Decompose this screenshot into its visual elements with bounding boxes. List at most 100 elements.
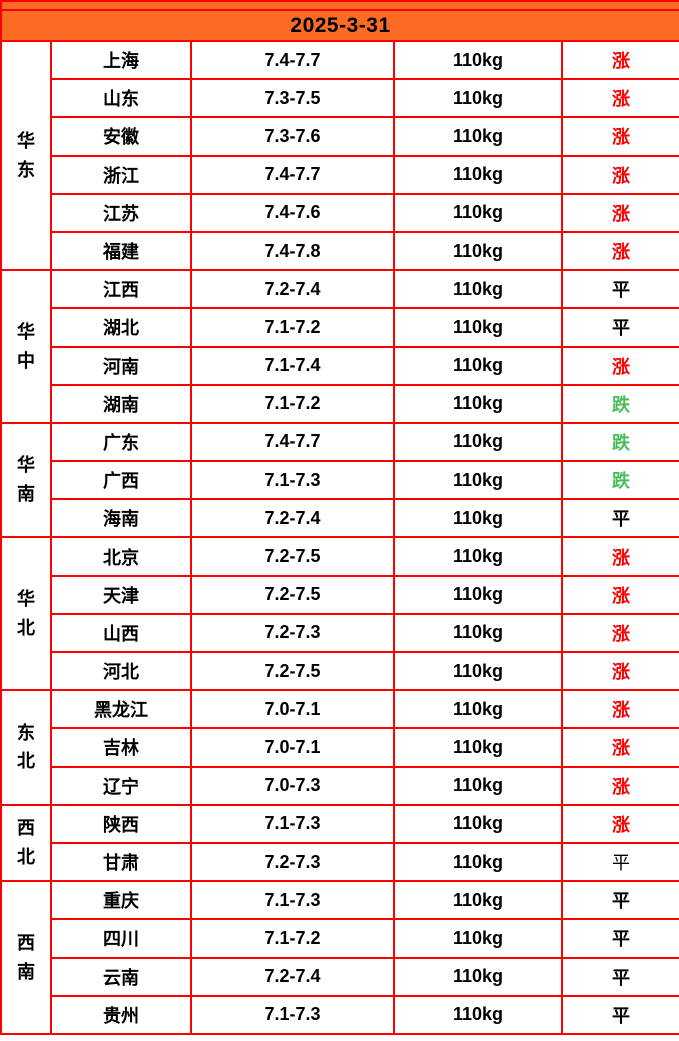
region-cell: 西南 bbox=[0, 880, 52, 1035]
table-row: 福建 7.4-7.8 110kg 涨 bbox=[1, 230, 679, 272]
table-row: 东北 黑龙江 7.0-7.1 110kg 涨 bbox=[0, 689, 679, 806]
status-cell: 跌 bbox=[560, 421, 679, 463]
status-cell: 涨 bbox=[560, 192, 679, 233]
price-cell: 7.2-7.4 bbox=[190, 269, 395, 310]
price-cell: 7.2-7.3 bbox=[190, 841, 395, 883]
region-cell: 东北 bbox=[0, 689, 52, 806]
weight-cell: 110kg bbox=[393, 345, 563, 386]
weight-cell: 110kg bbox=[393, 803, 563, 844]
weight-cell: 110kg bbox=[393, 841, 563, 883]
weight-cell: 110kg bbox=[393, 612, 563, 654]
table-row: 甘肃 7.2-7.3 110kg 平 bbox=[1, 841, 679, 883]
region-label: 西北 bbox=[17, 818, 35, 867]
table-row: 西北 陕西 7.1-7.3 110kg 涨 bbox=[0, 803, 679, 883]
status-cell: 平 bbox=[560, 956, 679, 997]
status-cell: 涨 bbox=[560, 765, 679, 806]
status-cell: 平 bbox=[560, 994, 679, 1035]
status-cell: 涨 bbox=[560, 727, 679, 768]
province-cell: 甘肃 bbox=[50, 841, 192, 883]
province-cell: 山东 bbox=[50, 78, 192, 119]
status-cell: 涨 bbox=[560, 230, 679, 272]
province-cell: 湖南 bbox=[50, 383, 192, 424]
status-cell: 平 bbox=[560, 269, 679, 310]
weight-cell: 110kg bbox=[393, 269, 563, 310]
price-cell: 7.4-7.8 bbox=[190, 230, 395, 272]
weight-cell: 110kg bbox=[393, 421, 563, 463]
status-cell: 平 bbox=[560, 918, 679, 959]
province-cell: 吉林 bbox=[50, 727, 192, 768]
status-cell: 跌 bbox=[560, 383, 679, 424]
province-cell: 贵州 bbox=[50, 994, 192, 1035]
province-cell: 湖北 bbox=[50, 307, 192, 348]
status-cell: 平 bbox=[560, 307, 679, 348]
province-cell: 福建 bbox=[50, 230, 192, 272]
province-cell: 河南 bbox=[50, 345, 192, 386]
price-cell: 7.3-7.5 bbox=[190, 78, 395, 119]
table-row: 华东 上海 7.4-7.7 110kg 涨 bbox=[0, 39, 679, 272]
status-cell: 涨 bbox=[560, 78, 679, 119]
region-label: 华南 bbox=[17, 455, 35, 505]
province-cell: 辽宁 bbox=[50, 765, 192, 806]
table-row: 江苏 7.4-7.6 110kg 涨 bbox=[1, 192, 679, 233]
weight-cell: 110kg bbox=[393, 918, 563, 959]
price-cell: 7.1-7.4 bbox=[190, 345, 395, 386]
status-cell: 涨 bbox=[560, 116, 679, 157]
region-cell: 华中 bbox=[0, 269, 52, 424]
status-cell: 涨 bbox=[560, 803, 679, 844]
price-cell: 7.1-7.3 bbox=[190, 460, 395, 501]
price-cell: 7.0-7.3 bbox=[190, 765, 395, 806]
status-cell: 涨 bbox=[560, 612, 679, 654]
status-cell: 涨 bbox=[560, 536, 679, 577]
weight-cell: 110kg bbox=[393, 230, 563, 272]
region-label: 华东 bbox=[17, 130, 35, 180]
status-cell: 跌 bbox=[560, 460, 679, 501]
table-row: 华北 北京 7.2-7.5 110kg 涨 bbox=[0, 536, 679, 692]
weight-cell: 110kg bbox=[393, 307, 563, 348]
price-cell: 7.0-7.1 bbox=[190, 689, 395, 730]
region-cell: 华北 bbox=[0, 536, 52, 692]
table-row: 河北 7.2-7.5 110kg 涨 bbox=[1, 650, 679, 692]
table-row: 山西 7.2-7.3 110kg 涨 bbox=[1, 612, 679, 654]
weight-cell: 110kg bbox=[393, 994, 563, 1035]
price-cell: 7.0-7.1 bbox=[190, 727, 395, 768]
table-row: 天津 7.2-7.5 110kg 涨 bbox=[1, 574, 679, 615]
province-cell: 海南 bbox=[50, 498, 192, 539]
province-cell: 浙江 bbox=[50, 154, 192, 195]
table-row: 吉林 7.0-7.1 110kg 涨 bbox=[1, 727, 679, 768]
weight-cell: 110kg bbox=[393, 574, 563, 615]
price-cell: 7.2-7.5 bbox=[190, 536, 395, 577]
region-cell: 西北 bbox=[0, 803, 52, 883]
region-label: 华北 bbox=[17, 589, 35, 638]
region-label: 华中 bbox=[17, 321, 35, 371]
price-cell: 7.1-7.3 bbox=[190, 994, 395, 1035]
table-row: 广西 7.1-7.3 110kg 跌 bbox=[1, 460, 679, 501]
status-cell: 平 bbox=[560, 880, 679, 921]
weight-cell: 110kg bbox=[393, 460, 563, 501]
table-row: 安徽 7.3-7.6 110kg 涨 bbox=[1, 116, 679, 157]
price-cell: 7.1-7.3 bbox=[190, 880, 395, 921]
price-cell: 7.1-7.3 bbox=[190, 803, 395, 844]
weight-cell: 110kg bbox=[393, 727, 563, 768]
province-cell: 河北 bbox=[50, 650, 192, 692]
table-row: 海南 7.2-7.4 110kg 平 bbox=[1, 498, 679, 539]
province-cell: 陕西 bbox=[50, 803, 192, 844]
province-cell: 江苏 bbox=[50, 192, 192, 233]
province-cell: 黑龙江 bbox=[50, 689, 192, 730]
price-cell: 7.1-7.2 bbox=[190, 307, 395, 348]
province-cell: 广西 bbox=[50, 460, 192, 501]
weight-cell: 110kg bbox=[393, 116, 563, 157]
top-strip bbox=[0, 0, 679, 11]
price-cell: 7.2-7.4 bbox=[190, 498, 395, 539]
price-cell: 7.2-7.5 bbox=[190, 574, 395, 615]
price-cell: 7.4-7.7 bbox=[190, 421, 395, 463]
status-cell: 涨 bbox=[560, 345, 679, 386]
table-row: 湖北 7.1-7.2 110kg 平 bbox=[1, 307, 679, 348]
table-row: 四川 7.1-7.2 110kg 平 bbox=[1, 918, 679, 959]
table-row: 西南 重庆 7.1-7.3 110kg 平 bbox=[0, 880, 679, 1035]
province-cell: 广东 bbox=[50, 421, 192, 463]
province-cell: 安徽 bbox=[50, 116, 192, 157]
status-cell: 涨 bbox=[560, 574, 679, 615]
status-cell: 平 bbox=[560, 841, 679, 883]
status-cell: 涨 bbox=[560, 154, 679, 195]
